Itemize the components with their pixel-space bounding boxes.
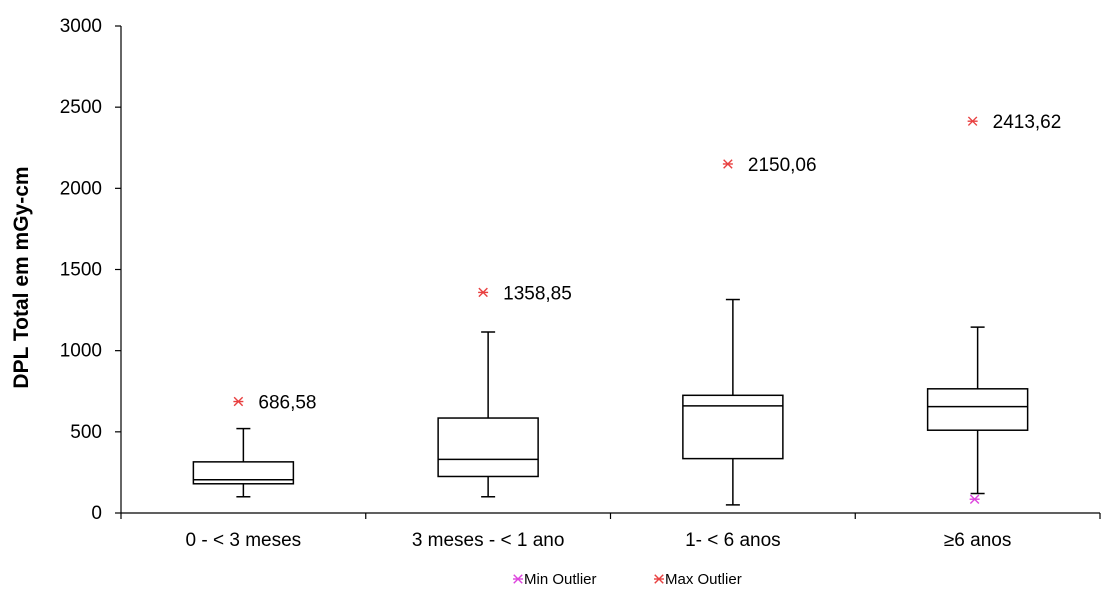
legend-marker-min-stroke	[513, 574, 523, 584]
y-axis-label: DPL Total em mGy-cm	[10, 166, 33, 388]
legend-marker-max	[654, 574, 664, 584]
max-outlier-marker	[722, 159, 733, 169]
y-tick-label: 3000	[60, 16, 102, 37]
legend-label: Max Outlier	[665, 571, 742, 588]
legend-marker-max-stroke	[654, 574, 664, 584]
min-outlier-marker	[969, 494, 980, 504]
y-tick-label: 1500	[60, 260, 102, 281]
legend-label: Min Outlier	[524, 571, 597, 588]
box-series	[192, 298, 1029, 506]
outlier-markers: 686,58 1358,85 2150,06 2413,62	[233, 112, 1062, 504]
x-tick-label: 1- < 6 anos	[685, 530, 781, 551]
min-outlier-marker-stroke	[969, 494, 980, 504]
y-tick-label: 2500	[60, 97, 102, 118]
box-1	[192, 427, 295, 498]
x-tick-label: 3 meses - < 1 ano	[412, 530, 565, 551]
iqr-box	[437, 417, 539, 478]
chart-axes	[120, 26, 1100, 514]
iqr-box	[926, 388, 1029, 431]
y-tick-label: 0	[91, 503, 102, 524]
box-4	[926, 326, 1029, 495]
max-outlier-marker	[478, 287, 489, 298]
legend: Min Outlier Max Outlier	[513, 571, 742, 588]
max-outlier-marker-stroke	[233, 396, 244, 407]
y-tick-label: 2000	[60, 178, 102, 199]
max-outlier-label: 2150,06	[748, 155, 817, 176]
max-outlier-label: 1358,85	[503, 283, 572, 304]
max-outlier-label: 2413,62	[993, 112, 1062, 133]
box-3	[682, 298, 784, 506]
box-2	[437, 331, 539, 498]
iqr-box	[192, 461, 295, 485]
max-outlier-marker-stroke	[478, 287, 488, 298]
iqr-box	[682, 394, 784, 460]
max-outlier-marker	[233, 396, 244, 407]
max-outlier-marker-stroke	[723, 159, 733, 169]
y-tick-label: 500	[70, 422, 102, 443]
y-tick-label: 1000	[60, 341, 102, 362]
x-tick-label: 0 - < 3 meses	[186, 530, 302, 551]
x-axis-ticks: 0 - < 3 meses 3 meses - < 1 ano 1- < 6 ano…	[120, 513, 1101, 551]
max-outlier-marker-stroke	[967, 116, 978, 126]
x-tick-label: ≥6 anos	[944, 530, 1011, 551]
y-axis-ticks: 0 500 1000 1500 2000 2500 3000	[60, 16, 121, 524]
legend-marker-min	[513, 574, 523, 584]
max-outlier-label: 686,58	[258, 393, 316, 414]
max-outlier-marker	[967, 116, 978, 126]
